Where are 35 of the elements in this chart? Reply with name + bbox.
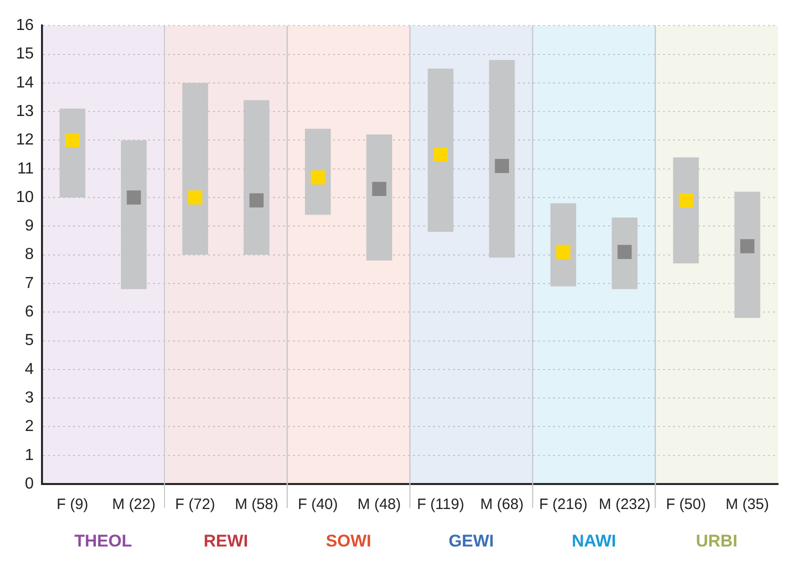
x-tick-label: M (58) bbox=[234, 496, 278, 514]
band-label: THEOL bbox=[74, 532, 132, 551]
y-tick-label: 3 bbox=[24, 389, 34, 406]
y-tick-label: 12 bbox=[16, 132, 34, 149]
band-label: SOWI bbox=[326, 532, 372, 551]
x-tick-label: M (232) bbox=[598, 496, 650, 514]
y-tick-label: 6 bbox=[24, 304, 34, 321]
y-tick-label: 7 bbox=[24, 274, 34, 292]
y-tick-label: 13 bbox=[16, 102, 34, 120]
y-tick-label: 16 bbox=[16, 17, 34, 34]
y-tick-label: 5 bbox=[24, 332, 34, 350]
x-tick-label: F (119) bbox=[416, 496, 464, 514]
band-label: REWI bbox=[204, 532, 248, 551]
x-tick-label: F (72) bbox=[175, 496, 216, 514]
y-tick-label: 4 bbox=[24, 360, 34, 378]
band-label: URBI bbox=[696, 532, 738, 551]
y-tick-label: 10 bbox=[16, 188, 34, 206]
x-tick-label: M (68) bbox=[480, 496, 524, 514]
y-tick-label: 9 bbox=[24, 218, 34, 235]
x-tick-label: F (40) bbox=[298, 496, 338, 514]
y-tick-label: 1 bbox=[24, 446, 34, 464]
x-tick-label: F (50) bbox=[666, 496, 706, 514]
x-tick-label: F (9) bbox=[56, 496, 88, 514]
band-label: GEWI bbox=[448, 532, 494, 551]
x-tick-label: M (35) bbox=[726, 496, 769, 514]
y-tick-label: 15 bbox=[16, 46, 34, 63]
band-label: NAWI bbox=[572, 532, 616, 551]
y-tick-label: 8 bbox=[24, 246, 34, 264]
y-tick-label: 11 bbox=[17, 160, 34, 178]
x-tick-label: M (48) bbox=[358, 496, 401, 514]
y-tick-label: 0 bbox=[24, 475, 34, 492]
y-tick-label: 14 bbox=[16, 74, 34, 92]
y-tick-label: 2 bbox=[24, 418, 34, 436]
x-tick-label: F (216) bbox=[539, 496, 588, 514]
x-tick-label: M (22) bbox=[112, 496, 156, 514]
